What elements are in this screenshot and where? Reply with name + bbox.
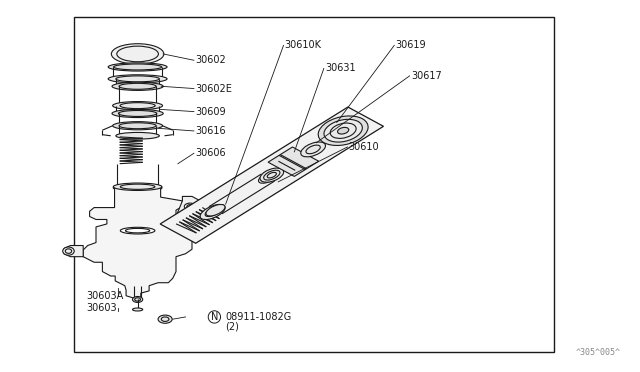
Ellipse shape bbox=[132, 296, 143, 302]
Text: 30603A: 30603A bbox=[86, 291, 124, 301]
Text: 30602: 30602 bbox=[195, 55, 226, 65]
Text: 30616: 30616 bbox=[195, 126, 226, 136]
Ellipse shape bbox=[63, 247, 74, 255]
Ellipse shape bbox=[112, 109, 163, 118]
Text: ^305^005^: ^305^005^ bbox=[576, 348, 621, 357]
Text: 30610: 30610 bbox=[349, 142, 380, 152]
Ellipse shape bbox=[158, 315, 172, 323]
Ellipse shape bbox=[184, 203, 196, 210]
Text: 30631: 30631 bbox=[325, 64, 356, 73]
Ellipse shape bbox=[112, 82, 163, 90]
Ellipse shape bbox=[108, 63, 167, 71]
Text: 30610K: 30610K bbox=[285, 41, 322, 50]
Ellipse shape bbox=[324, 119, 362, 142]
Ellipse shape bbox=[318, 116, 368, 145]
Ellipse shape bbox=[337, 127, 349, 134]
Ellipse shape bbox=[260, 168, 284, 182]
Ellipse shape bbox=[113, 184, 162, 192]
Ellipse shape bbox=[120, 227, 155, 234]
Ellipse shape bbox=[206, 205, 225, 216]
Text: 08911-1082G: 08911-1082G bbox=[225, 312, 292, 322]
Text: (2): (2) bbox=[225, 322, 239, 331]
Polygon shape bbox=[268, 147, 319, 176]
Text: 30602E: 30602E bbox=[195, 84, 232, 93]
Text: N: N bbox=[211, 312, 218, 322]
Ellipse shape bbox=[111, 44, 164, 64]
Text: 30619: 30619 bbox=[396, 41, 426, 50]
Polygon shape bbox=[64, 246, 83, 257]
Ellipse shape bbox=[200, 205, 225, 219]
Ellipse shape bbox=[108, 75, 167, 83]
Ellipse shape bbox=[132, 308, 143, 311]
Polygon shape bbox=[83, 187, 192, 298]
Text: 30606: 30606 bbox=[195, 148, 226, 158]
Ellipse shape bbox=[113, 122, 163, 130]
Polygon shape bbox=[160, 107, 383, 243]
Ellipse shape bbox=[259, 172, 278, 183]
Ellipse shape bbox=[113, 102, 163, 110]
Bar bbox=[74, 17, 554, 352]
Ellipse shape bbox=[301, 142, 326, 157]
Text: 30617: 30617 bbox=[411, 71, 442, 81]
Polygon shape bbox=[176, 196, 200, 217]
Text: 30603: 30603 bbox=[86, 303, 117, 313]
Ellipse shape bbox=[116, 132, 159, 139]
Ellipse shape bbox=[113, 183, 162, 190]
Text: 30609: 30609 bbox=[195, 107, 226, 116]
